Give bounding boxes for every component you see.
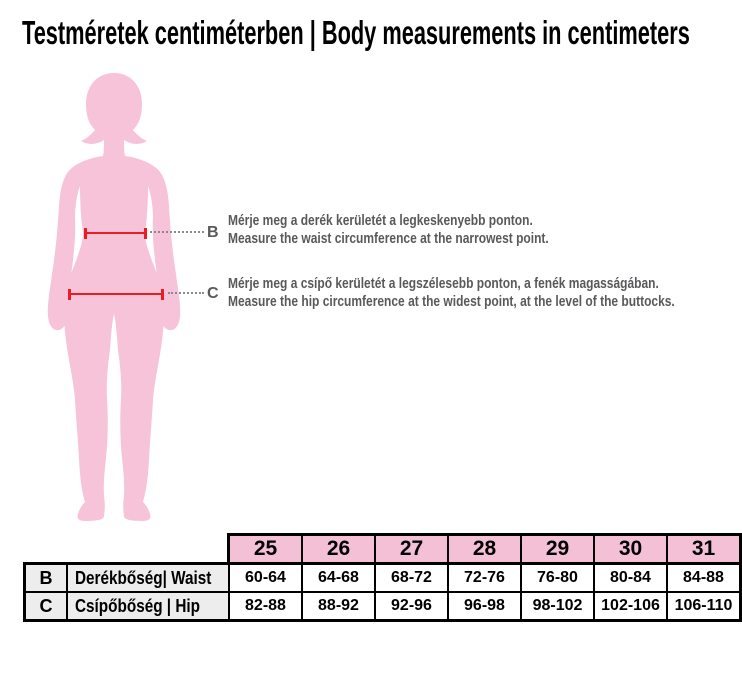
- hip-value-cell: 96-98: [449, 593, 520, 619]
- hip-annotation-en: Measure the hip circumference at the wid…: [228, 293, 675, 310]
- hip-value-cell: 92-96: [376, 593, 447, 619]
- size-header-cell: 26: [303, 536, 374, 562]
- hip-annotation-hu: Mérje meg a csípő kerületét a legszélese…: [228, 275, 659, 292]
- hip-annotation: Mérje meg a csípő kerületét a legszélese…: [228, 275, 724, 311]
- row-letter-cell: C: [26, 593, 66, 619]
- waist-measure-line: [84, 232, 147, 234]
- waist-leader-line: [150, 231, 204, 233]
- size-header-cell: 29: [522, 536, 593, 562]
- waist-value-cell: 64-68: [303, 565, 374, 591]
- hip-value-cell: 82-88: [230, 593, 301, 619]
- size-table-header-row: 25 26 27 28 29 30 31: [227, 533, 742, 565]
- waist-line-right-tick: [144, 228, 147, 239]
- waist-value-cell: 72-76: [449, 565, 520, 591]
- hip-value-cell: 98-102: [522, 593, 593, 619]
- table-row-waist: B Derékbőség| Waist 60-64 64-68 68-72 72…: [26, 565, 739, 591]
- waist-annotation-en: Measure the waist circumference at the n…: [228, 230, 549, 247]
- size-header-cell: 25: [230, 536, 301, 562]
- female-body-silhouette: [47, 73, 181, 521]
- waist-value-cell: 84-88: [668, 565, 739, 591]
- page-title: Testméretek centiméterben | Body measure…: [22, 14, 690, 51]
- waist-line-left-tick: [84, 228, 87, 239]
- waist-annotation-hu: Mérje meg a derék kerületét a legkeskeny…: [228, 212, 533, 229]
- waist-annotation: Mérje meg a derék kerületét a legkeskeny…: [228, 212, 724, 248]
- hip-line-right-tick: [161, 289, 164, 300]
- size-header-cell: 31: [668, 536, 739, 562]
- size-header-cell: 28: [449, 536, 520, 562]
- size-header-cell: 27: [376, 536, 447, 562]
- hip-measure-line: [68, 293, 164, 295]
- table-row-hip: C Csípőbőség | Hip 82-88 88-92 92-96 96-…: [26, 593, 739, 619]
- hip-letter: C: [207, 285, 219, 302]
- waist-letter: B: [207, 224, 219, 241]
- hip-value-cell: 102-106: [595, 593, 666, 619]
- row-letter-cell: B: [26, 565, 66, 591]
- waist-value-cell: 80-84: [595, 565, 666, 591]
- row-label-cell: Derékbőség| Waist: [68, 565, 228, 591]
- row-label-cell: Csípőbőség | Hip: [68, 593, 228, 619]
- waist-value-cell: 60-64: [230, 565, 301, 591]
- row-label: Derékbőség| Waist: [75, 567, 212, 588]
- row-label: Csípőbőség | Hip: [75, 595, 200, 616]
- hip-leader-line: [168, 292, 204, 294]
- size-header-cell: 30: [595, 536, 666, 562]
- hip-value-cell: 88-92: [303, 593, 374, 619]
- waist-value-cell: 76-80: [522, 565, 593, 591]
- size-table-body: B Derékbőség| Waist 60-64 64-68 68-72 72…: [23, 562, 742, 622]
- hip-value-cell: 106-110: [668, 593, 739, 619]
- hip-line-left-tick: [68, 289, 71, 300]
- waist-value-cell: 68-72: [376, 565, 447, 591]
